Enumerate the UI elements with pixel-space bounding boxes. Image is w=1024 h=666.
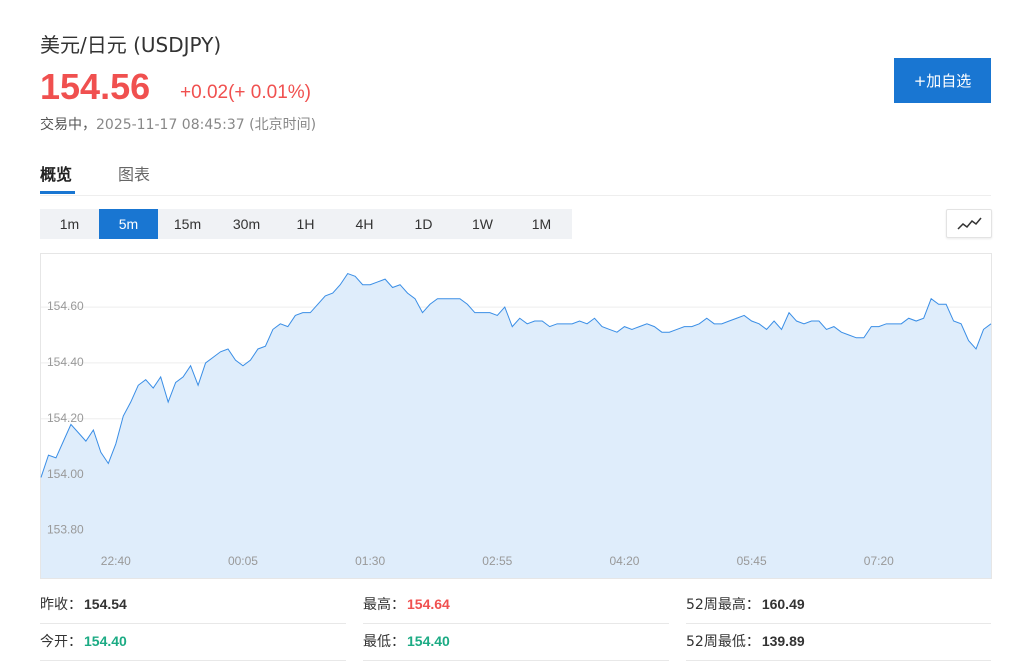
stat-separator	[686, 660, 991, 661]
stat-value: 160.49	[761, 596, 805, 612]
period-button[interactable]: 1D	[414, 216, 433, 232]
name: 美元/日元	[40, 33, 127, 57]
chart-style-button[interactable]	[946, 209, 992, 238]
icon-line	[957, 217, 982, 230]
stat-separator	[363, 623, 669, 624]
period-button[interactable]: 30m	[232, 216, 261, 232]
x-tick-label: 22:40	[101, 554, 131, 568]
period-button[interactable]: 5m	[99, 209, 158, 239]
x-tick-label: 04:20	[609, 554, 639, 568]
stat-value: 139.89	[761, 633, 805, 649]
tab[interactable]: 图表	[118, 165, 151, 184]
y-tick-label: 154.20	[47, 411, 84, 425]
stat-item: 最高： 154.64	[363, 594, 450, 614]
timezone: (北京时间)	[249, 117, 317, 133]
price: 154.56	[40, 66, 151, 107]
y-tick-label: 154.00	[47, 467, 84, 481]
stat-label: 昨收：	[40, 597, 82, 613]
stat-item: 昨收： 154.54	[40, 594, 127, 614]
change-abs: +0.02	[180, 82, 229, 103]
stat-value: 154.40	[84, 633, 127, 649]
stat-label: 52周最高：	[686, 597, 760, 613]
stat-separator	[40, 660, 346, 661]
change: +0.02(+ 0.01%)	[180, 82, 311, 104]
period-button[interactable]: 1M	[531, 216, 552, 232]
timestamp: 2025-11-17 08:45:37	[96, 117, 245, 133]
stat-item: 今开： 154.40	[40, 631, 127, 651]
stat-value: 154.64	[407, 596, 450, 612]
stat-label: 最低：	[363, 634, 405, 650]
period-button[interactable]: 15m	[173, 216, 202, 232]
stat-item: 52周最低： 139.89	[686, 631, 805, 651]
period-selector: 1m 5m 15m 30m 1H 4H 1D 1W 1M	[40, 209, 572, 239]
chart: 153.80 154.00 154.20 154.40 154.60 22:40 00:05…	[40, 253, 992, 579]
x-tick-label: 07:20	[864, 554, 894, 568]
period-button[interactable]: 4H	[355, 216, 374, 232]
period-button[interactable]: 1W	[472, 216, 493, 232]
stat-label: 最高：	[363, 597, 405, 613]
instrument-title: 美元/日元 (USDJPY)	[40, 29, 221, 58]
add-watchlist-button[interactable]: +加自选	[894, 58, 991, 103]
change-pct: (+ 0.01%)	[228, 82, 311, 103]
stat-label: 52周最低：	[686, 634, 760, 650]
x-tick-label: 02:55	[482, 554, 512, 568]
stat-label: 今开：	[40, 634, 82, 650]
tab[interactable]: 概览	[40, 165, 73, 184]
stat-value: 154.40	[407, 633, 450, 649]
y-tick-label: 154.60	[47, 299, 84, 313]
x-tick-label: 05:45	[737, 554, 767, 568]
divider	[40, 195, 991, 196]
stat-item: 52周最高： 160.49	[686, 594, 805, 614]
stat-separator	[686, 623, 991, 624]
x-tick-label: 01:30	[355, 554, 385, 568]
stat-separator	[40, 623, 346, 624]
status-text: 交易中，	[40, 117, 96, 133]
area-fill	[41, 273, 991, 578]
line-icon	[957, 217, 982, 230]
x-tick-label: 00:05	[228, 554, 258, 568]
period-button[interactable]: 1H	[296, 216, 315, 232]
symbol: (USDJPY)	[133, 33, 222, 57]
y-tick-label: 153.80	[47, 523, 84, 537]
price-line	[40, 272, 992, 478]
stat-separator	[363, 660, 669, 661]
y-tick-label: 154.40	[47, 355, 84, 369]
status: 交易中，2025-11-17 08:45:37 (北京时间)	[40, 114, 316, 134]
period-button[interactable]: 1m	[59, 216, 80, 232]
stat-item: 最低： 154.40	[363, 631, 450, 651]
stat-value: 154.54	[84, 596, 127, 612]
tab-indicator	[40, 191, 75, 194]
